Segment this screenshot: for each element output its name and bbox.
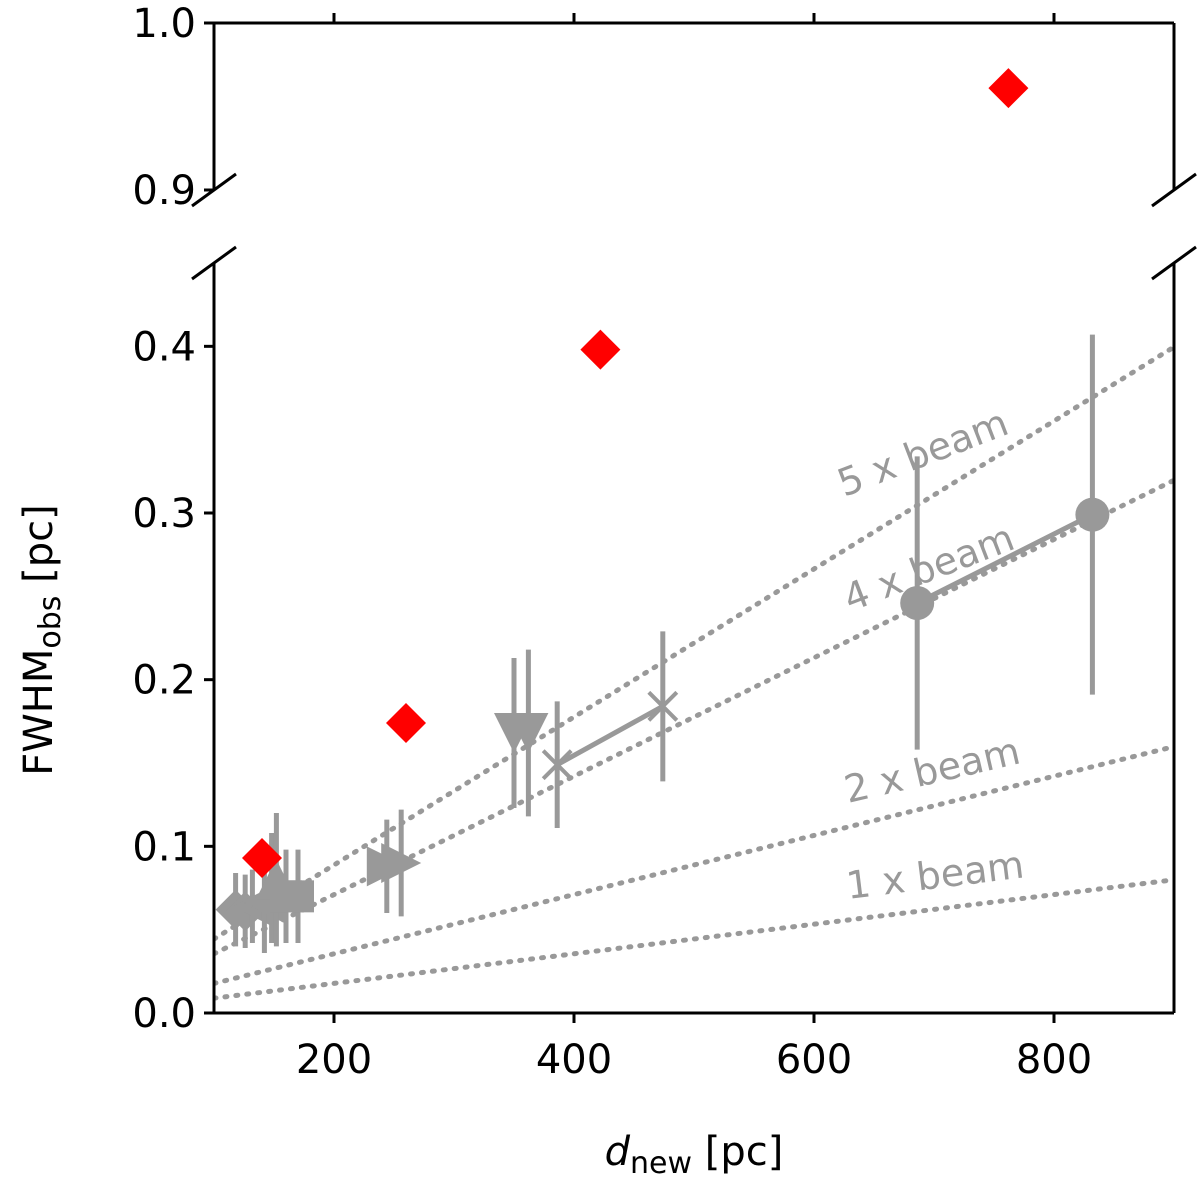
x-tick-label: 400 [536,1037,612,1083]
axis-break-mark [1151,245,1197,281]
data-marker [900,586,935,620]
series-circle [900,334,1110,750]
x-stroke [541,749,573,781]
series-up-triangle [251,813,297,947]
x-stroke [647,690,679,722]
beam-label: 5 x beam [831,400,1014,505]
red-diamond-point [386,703,426,743]
beam-line [214,477,1174,957]
beam-line [214,344,1174,942]
beam-line [214,744,1174,986]
data-marker [508,713,549,753]
y-tick-label-upper: 1.0 [132,1,196,47]
series-square [270,849,314,943]
red-diamond-point [580,329,621,370]
series-line [555,704,665,767]
data-marker [541,749,573,781]
y-tick-label-lower: 0.1 [132,824,196,870]
series-down-triangle [494,649,549,817]
red-diamond-point [988,68,1029,109]
x-tick-label: 200 [296,1037,372,1083]
x-axis-label-unit: [pc] [692,1129,783,1175]
beam-lines-layer [214,344,1174,1001]
x-axis-label: dnew [pc] [605,1129,784,1181]
y-tick-label-upper: 0.9 [132,168,196,214]
series-right-triangle [366,809,422,917]
y-axis-label-main: FWHM [16,649,62,776]
data-marker [381,843,422,883]
y-axis-label-unit: [pc] [16,504,62,595]
beam-line [214,877,1174,1001]
data-marker [1075,497,1110,532]
y-tick-label-lower: 0.4 [132,324,196,370]
red-diamond-point [242,838,282,878]
x-axis-label-sub: new [630,1146,692,1181]
axis-break-mark [191,245,237,281]
series-line [916,512,1094,606]
beam-label: 2 x beam [840,729,1024,812]
data-marker [282,880,314,913]
y-tick-label-lower: 0.0 [132,991,196,1037]
x-tick-label: 800 [1016,1037,1092,1083]
y-axis-label-sub: obs [33,596,68,649]
y-tick-label-lower: 0.2 [132,658,196,704]
x-tick-label: 600 [776,1037,852,1083]
beam-label: 1 x beam [844,842,1027,907]
axes-layer: 200 400 600 800 0.9 1.0 0.0 0.1 0.2 0.3 0.4 [132,1,1197,1083]
series-x-marker [541,631,679,828]
y-tick-label-lower: 0.3 [132,491,196,537]
y-axis-label: FWHMobs [pc] [16,504,68,776]
axis-break-mark [1151,172,1197,208]
x-axis-label-main: d [605,1129,631,1175]
data-marker [647,690,679,722]
red-points-layer [242,68,1029,878]
